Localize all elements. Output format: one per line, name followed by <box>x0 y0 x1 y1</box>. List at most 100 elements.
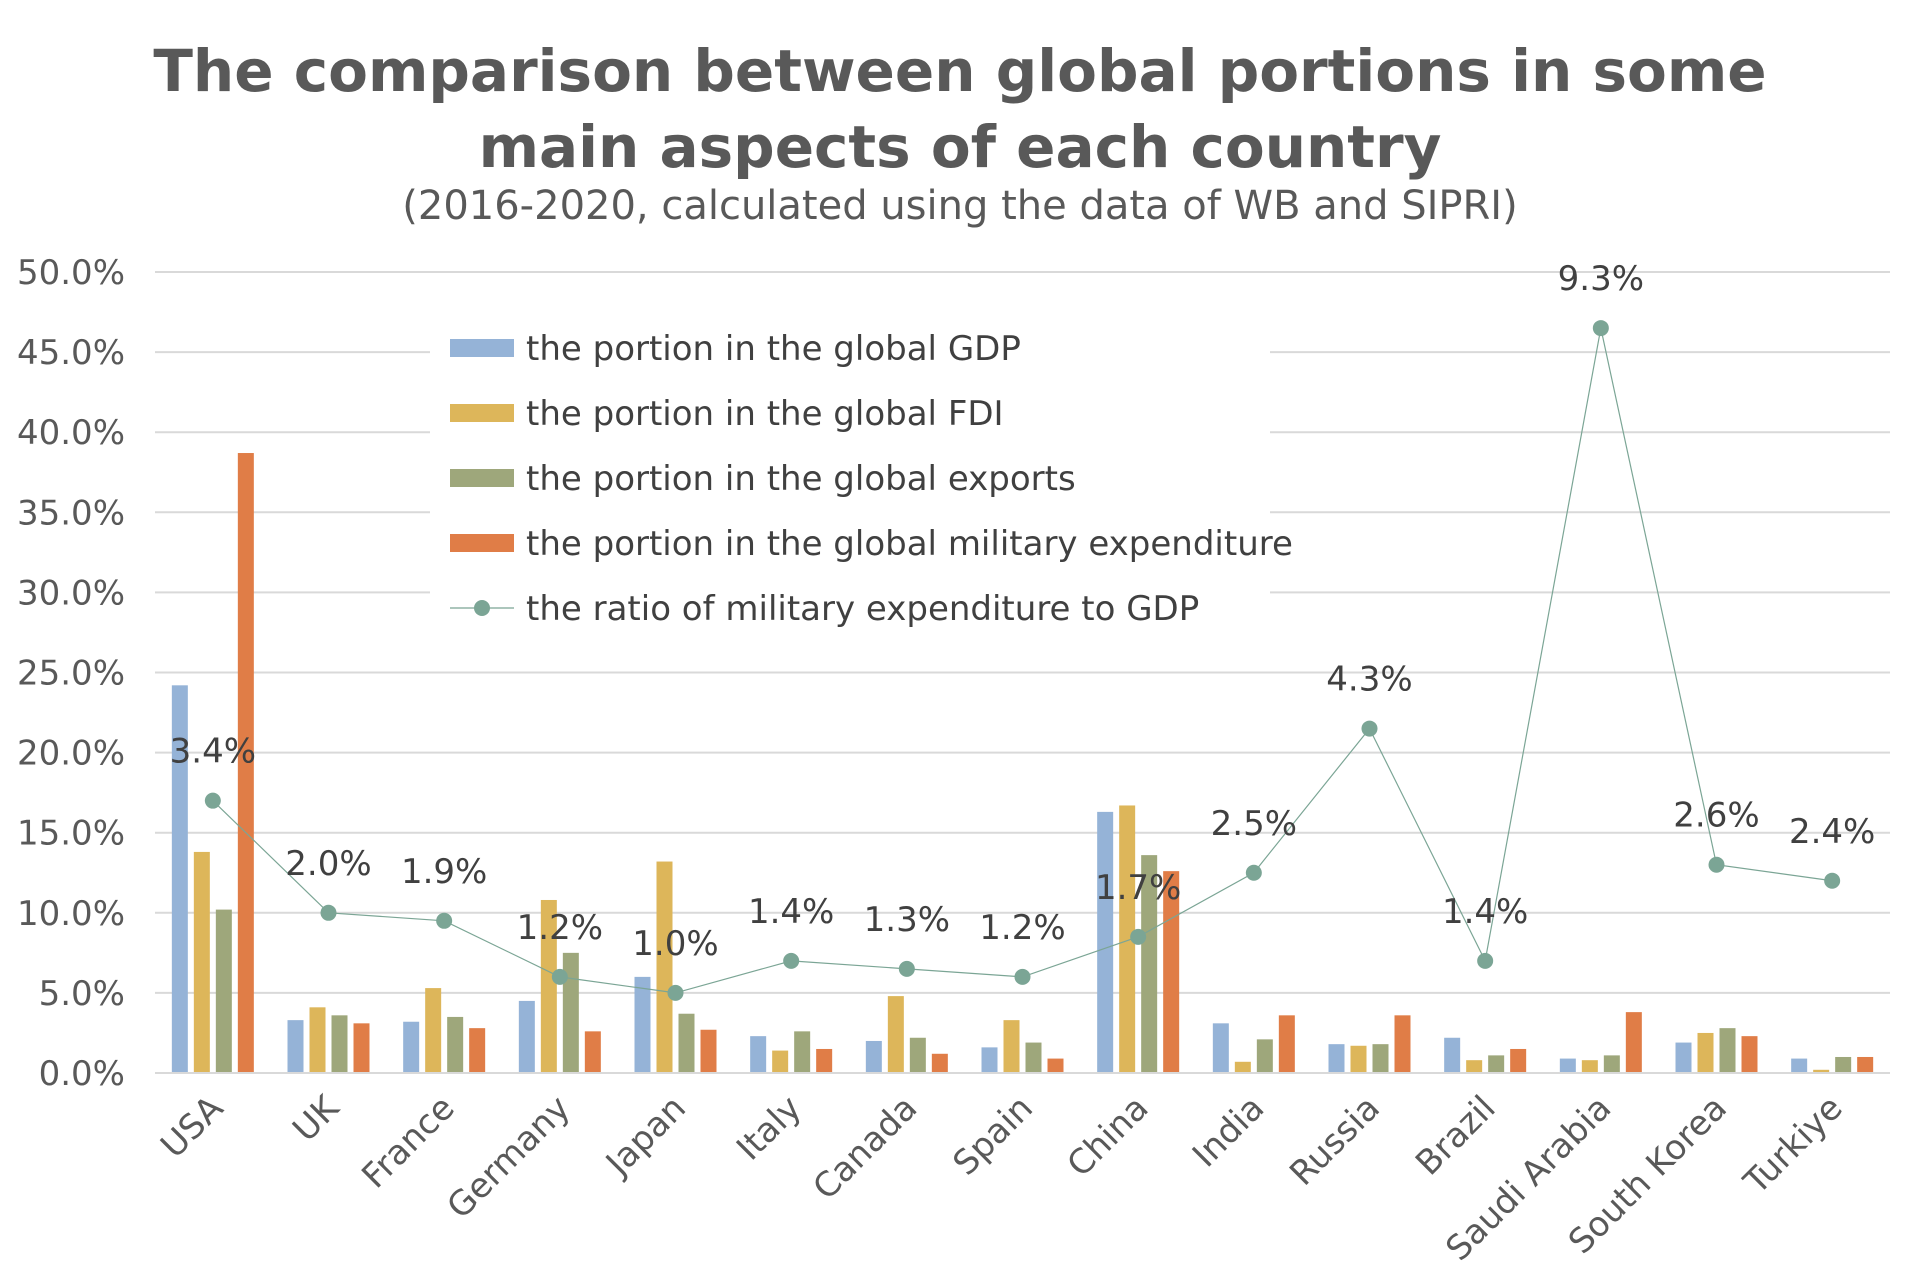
y-tick-label: 5.0% <box>39 974 125 1014</box>
bar <box>678 1013 695 1073</box>
data-label: 1.0% <box>632 924 718 964</box>
y-tick-label: 0.0% <box>39 1054 125 1094</box>
data-label: 2.5% <box>1211 804 1297 844</box>
bar <box>309 1007 326 1073</box>
y-tick-label: 20.0% <box>17 734 125 774</box>
bar <box>562 952 579 1073</box>
bar <box>1603 1055 1620 1073</box>
line-point <box>1014 968 1031 985</box>
bar <box>909 1037 926 1073</box>
legend-swatch <box>450 469 514 487</box>
bar <box>1581 1060 1598 1073</box>
data-label: 1.2% <box>979 908 1065 948</box>
bar <box>1119 805 1136 1073</box>
bar <box>1372 1044 1389 1073</box>
bar <box>584 1031 601 1073</box>
data-label: 2.0% <box>285 844 371 884</box>
bar <box>1510 1048 1527 1073</box>
bar <box>237 453 254 1073</box>
bar <box>1857 1056 1874 1073</box>
legend: the portion in the global GDP the portion… <box>450 329 1293 629</box>
y-tick-label: 10.0% <box>17 894 125 934</box>
bar <box>656 861 673 1073</box>
chart-subtitle: (2016-2020, calculated using the data of… <box>402 183 1518 229</box>
line-point <box>1708 856 1725 873</box>
x-tick-label: France <box>354 1088 462 1196</box>
bar <box>865 1040 882 1073</box>
bar <box>1163 871 1180 1073</box>
bar <box>447 1016 464 1073</box>
bar <box>1741 1036 1758 1073</box>
bar <box>215 909 232 1073</box>
bar <box>1256 1039 1273 1073</box>
bar <box>1350 1045 1367 1073</box>
bar <box>700 1029 717 1073</box>
x-tick-label: Italy <box>729 1088 809 1168</box>
y-tick-label: 25.0% <box>17 654 125 694</box>
bar <box>1278 1015 1295 1073</box>
line-point <box>1130 928 1147 945</box>
data-label: 1.7% <box>1095 868 1181 908</box>
bar <box>1625 1012 1642 1073</box>
line-point <box>320 904 337 921</box>
line-point <box>551 968 568 985</box>
data-label: 1.2% <box>517 908 603 948</box>
bar <box>1835 1056 1852 1073</box>
x-tick-label: Turkiye <box>1736 1088 1851 1203</box>
bar <box>1003 1020 1020 1073</box>
y-tick-label: 40.0% <box>17 413 125 453</box>
chart-title-line-2: main aspects of each country <box>478 113 1442 181</box>
legend-label: the portion in the global GDP <box>526 329 1021 369</box>
bar <box>1697 1032 1714 1073</box>
bar <box>750 1036 767 1073</box>
legend-swatch <box>450 339 514 357</box>
bar <box>1488 1055 1505 1073</box>
bar <box>1791 1058 1808 1073</box>
data-label: 2.4% <box>1789 812 1875 852</box>
line-point <box>667 984 684 1001</box>
bar <box>1025 1042 1042 1073</box>
data-label: 2.6% <box>1673 796 1759 836</box>
bar <box>353 1023 370 1073</box>
bar <box>1444 1037 1461 1073</box>
y-tick-label: 45.0% <box>17 333 125 373</box>
x-tick-label: Russia <box>1282 1088 1388 1194</box>
data-label: 1.4% <box>748 892 834 932</box>
line-point <box>1245 864 1262 881</box>
bar <box>981 1047 998 1073</box>
x-tick-label: Spain <box>945 1088 1040 1183</box>
bar <box>287 1020 304 1073</box>
bar <box>1675 1042 1692 1073</box>
bar <box>1234 1061 1251 1073</box>
line-point <box>1361 720 1378 737</box>
legend-label: the ratio of military expenditure to GDP <box>526 589 1199 629</box>
bar <box>425 988 442 1073</box>
bar <box>772 1050 789 1073</box>
legend-swatch <box>450 534 514 552</box>
bar <box>1466 1060 1483 1073</box>
series-line <box>212 327 1833 994</box>
legend-swatch <box>450 404 514 422</box>
legend-marker <box>474 600 490 616</box>
bar <box>1559 1058 1576 1073</box>
x-tick-label: USA <box>153 1088 231 1166</box>
x-tick-label: China <box>1060 1088 1157 1185</box>
bar <box>1047 1058 1064 1073</box>
legend-label: the portion in the global military expen… <box>526 524 1293 564</box>
bar <box>1141 855 1158 1073</box>
x-tick-label: Canada <box>805 1088 925 1208</box>
x-tick-label: Brazil <box>1408 1088 1503 1183</box>
line-point <box>783 952 800 969</box>
y-tick-label: 15.0% <box>17 814 125 854</box>
bar <box>518 1000 535 1073</box>
data-label: 1.3% <box>864 900 950 940</box>
y-tick-label: 35.0% <box>17 493 125 533</box>
bar <box>1328 1044 1345 1073</box>
y-tick-label: 50.0% <box>17 253 125 293</box>
bar <box>403 1021 420 1073</box>
line-point <box>1477 952 1494 969</box>
bar <box>931 1053 948 1073</box>
bar <box>331 1015 348 1073</box>
